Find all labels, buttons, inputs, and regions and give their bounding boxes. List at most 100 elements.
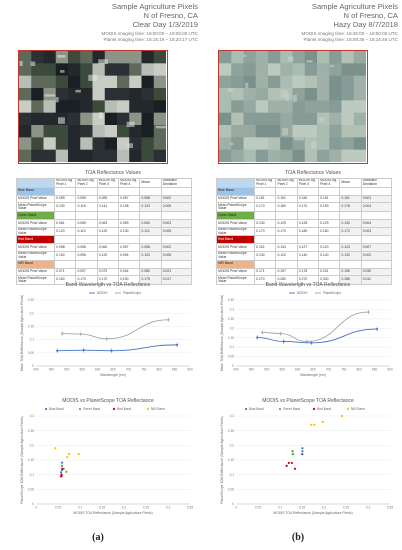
scatter-chart-title: MODIS vs PlanetScope TOA Reflectance <box>62 398 154 404</box>
field-patch <box>55 97 59 103</box>
row-label: Mean PlanetScope Value <box>215 202 256 213</box>
field-patch <box>98 59 108 65</box>
field-parcel <box>268 112 281 126</box>
field-parcel <box>341 51 355 64</box>
y-tick-label: 0.1 <box>30 338 35 342</box>
table-cell: 0.058 <box>139 194 162 204</box>
field-parcel <box>19 100 32 113</box>
field-parcel <box>92 88 106 101</box>
field-patch <box>292 94 297 103</box>
x-tick-label: 650 <box>310 368 316 372</box>
field-parcel <box>117 75 130 89</box>
table-header-cell: MODIS Ag. Pixel 4 <box>118 178 141 188</box>
field-parcel <box>104 100 118 113</box>
field-parcel <box>141 51 155 64</box>
table-cell: 0.044 <box>118 267 141 277</box>
field-parcel <box>68 137 81 150</box>
table-header-cell: MODIS Ag. Pixel 2 <box>75 178 98 188</box>
table-cell: 0.134 <box>275 243 298 253</box>
field-parcel <box>55 75 69 89</box>
field-parcel <box>353 51 366 64</box>
table-cell: 0.170 <box>296 202 320 213</box>
x-tick-label: 0.1 <box>78 506 83 510</box>
legend-swatch <box>146 407 150 411</box>
band-label: NIR Band <box>215 259 256 269</box>
data-point <box>56 349 59 352</box>
line-chart-svg: 0 0.05 0.1 0.15 0.2 0.25 400 450 500 550 600 650 700… <box>20 291 193 377</box>
scatter-chart-title: MODIS vs PlanetScope TOA Reflectance <box>262 398 354 404</box>
table-cell: 0.103 <box>139 251 162 261</box>
panel-day: Hazy Day 8/7/2018 <box>333 20 398 29</box>
field-parcel <box>231 51 244 64</box>
table-header-cell: Mean <box>339 178 362 188</box>
field-parcel <box>304 112 318 126</box>
table-row: MODIS Pixel Value 0.151 0.151 0.150 0.151 0.1… <box>215 194 393 204</box>
field-parcel <box>104 112 118 126</box>
scatter-point-green-band <box>291 450 294 453</box>
table-cell: 0.196 <box>339 267 362 277</box>
y-tick-label: 0.3 <box>230 414 235 418</box>
row-label: MODIS Pixel Value <box>15 243 56 253</box>
table-cell: 0.129 <box>275 218 298 228</box>
scatter-point-red-band <box>59 475 63 478</box>
field-patch <box>294 137 304 141</box>
field-parcel <box>317 63 330 76</box>
field-parcel <box>104 137 118 150</box>
x-tick-label: 900 <box>387 368 393 372</box>
data-point <box>256 336 259 339</box>
satellite-image-hazy <box>219 51 366 162</box>
table-cell: 0.180 <box>318 226 341 237</box>
field-parcel <box>268 149 281 162</box>
x-tick-label: 0.3 <box>166 506 171 510</box>
panel-title: Sample Agriculture Pixels <box>311 2 398 11</box>
table-cell: 0.123 <box>139 202 162 213</box>
field-parcel <box>353 137 366 150</box>
band-label: Red Band <box>215 235 256 245</box>
table-cell: 0.170 <box>275 226 298 237</box>
field-parcel <box>141 149 155 162</box>
scatter-point-nir-band <box>313 423 316 426</box>
x-tick-label: 450 <box>249 368 255 372</box>
scatter-point-red-band <box>285 464 288 467</box>
field-parcel <box>329 75 342 89</box>
scatter-chart-svg: 0 0.05 0.1 0.15 0.2 0.25 0.3 0 0.05 0.1 0.15 0.2 0.2… <box>220 407 393 515</box>
field-parcel <box>19 125 32 138</box>
scatter-point-blue-band <box>301 450 304 453</box>
table-cell: 0.120 <box>54 226 77 237</box>
field-parcel <box>153 63 166 76</box>
series-line-planetscope <box>262 311 369 342</box>
series-line-modis <box>57 344 178 352</box>
band-label: NIR Band <box>15 259 56 269</box>
table-cell: 0.021 <box>160 267 193 277</box>
field-parcel <box>268 137 281 150</box>
table-cell: 0.059 <box>75 194 98 204</box>
field-parcel <box>304 100 318 113</box>
table-cell: 0.116 <box>75 202 98 213</box>
table-cell: 0.003 <box>160 218 193 228</box>
y-axis-label: Mean TOA Reflectance (Sample Agriculture… <box>20 295 24 372</box>
field-parcel <box>255 63 269 76</box>
field-patch <box>58 117 65 124</box>
x-tick-label: 600 <box>95 368 101 372</box>
field-parcel <box>353 100 366 113</box>
y-tick-label: 0.2 <box>30 311 35 315</box>
field-parcel <box>129 100 142 113</box>
panel-caption: (b) <box>291 532 305 543</box>
table-cell: 0.115 <box>254 243 277 253</box>
table-cell: 0.094 <box>118 251 141 261</box>
table-cell: 0.110 <box>75 226 98 237</box>
row-label: MODIS Pixel Value <box>15 194 56 204</box>
legend-label: MODIS <box>97 291 107 295</box>
field-parcel <box>231 149 244 162</box>
table-header-cell: MODIS Ag. Pixel 1 <box>54 178 77 188</box>
x-tick-label: 550 <box>80 368 86 372</box>
table-cell: 0.151 <box>275 194 298 204</box>
field-parcel <box>268 75 281 89</box>
field-parcel <box>19 75 32 89</box>
x-tick-label: 400 <box>33 368 39 372</box>
table-cell: 0.140 <box>296 251 320 261</box>
table-cell: 0.017 <box>160 275 193 286</box>
legend-label: Green Band <box>283 407 300 411</box>
x-tick-label: 0 <box>235 506 237 510</box>
field-parcel <box>80 51 93 64</box>
